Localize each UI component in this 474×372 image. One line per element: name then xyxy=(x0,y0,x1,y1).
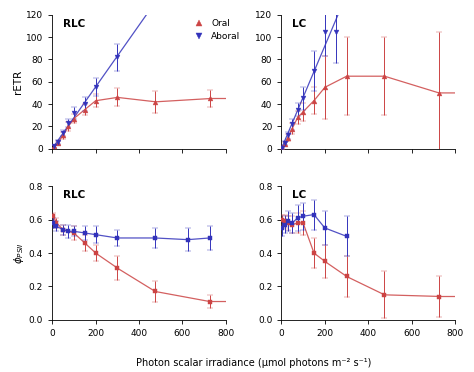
Text: LC: LC xyxy=(292,190,306,200)
Text: LC: LC xyxy=(292,19,306,29)
Text: RLC: RLC xyxy=(63,19,85,29)
Y-axis label: $\phi_{PSII}$: $\phi_{PSII}$ xyxy=(12,242,26,264)
Legend: Oral, Aboral: Oral, Aboral xyxy=(191,19,240,41)
Text: Photon scalar irradiance (μmol photons m⁻² s⁻¹): Photon scalar irradiance (μmol photons m… xyxy=(136,358,371,368)
Y-axis label: rETR: rETR xyxy=(13,70,23,94)
Text: RLC: RLC xyxy=(63,190,85,200)
